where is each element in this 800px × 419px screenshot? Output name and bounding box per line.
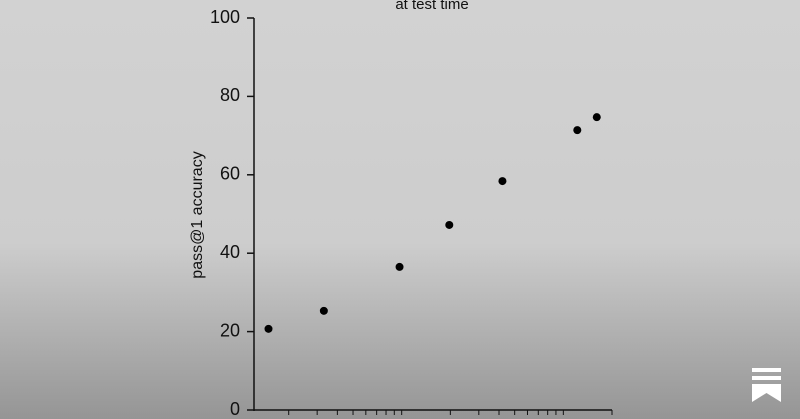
- y-tick-label: 20: [220, 320, 240, 340]
- point: [264, 324, 273, 333]
- substack-icon: [752, 368, 781, 402]
- point: [319, 306, 328, 315]
- y-axis-label: pass@1 accuracy: [189, 151, 206, 278]
- point: [592, 113, 601, 122]
- point: [573, 126, 582, 135]
- point: [445, 220, 454, 229]
- chart-title: at test time: [395, 0, 468, 13]
- point: [395, 262, 404, 271]
- point: [498, 177, 507, 186]
- y-tick-label: 40: [220, 242, 240, 262]
- y-tick-label: 80: [220, 85, 240, 105]
- y-tick-label: 0: [230, 399, 240, 419]
- y-tick-label: 60: [220, 164, 240, 184]
- y-tick-label: 100: [210, 7, 240, 27]
